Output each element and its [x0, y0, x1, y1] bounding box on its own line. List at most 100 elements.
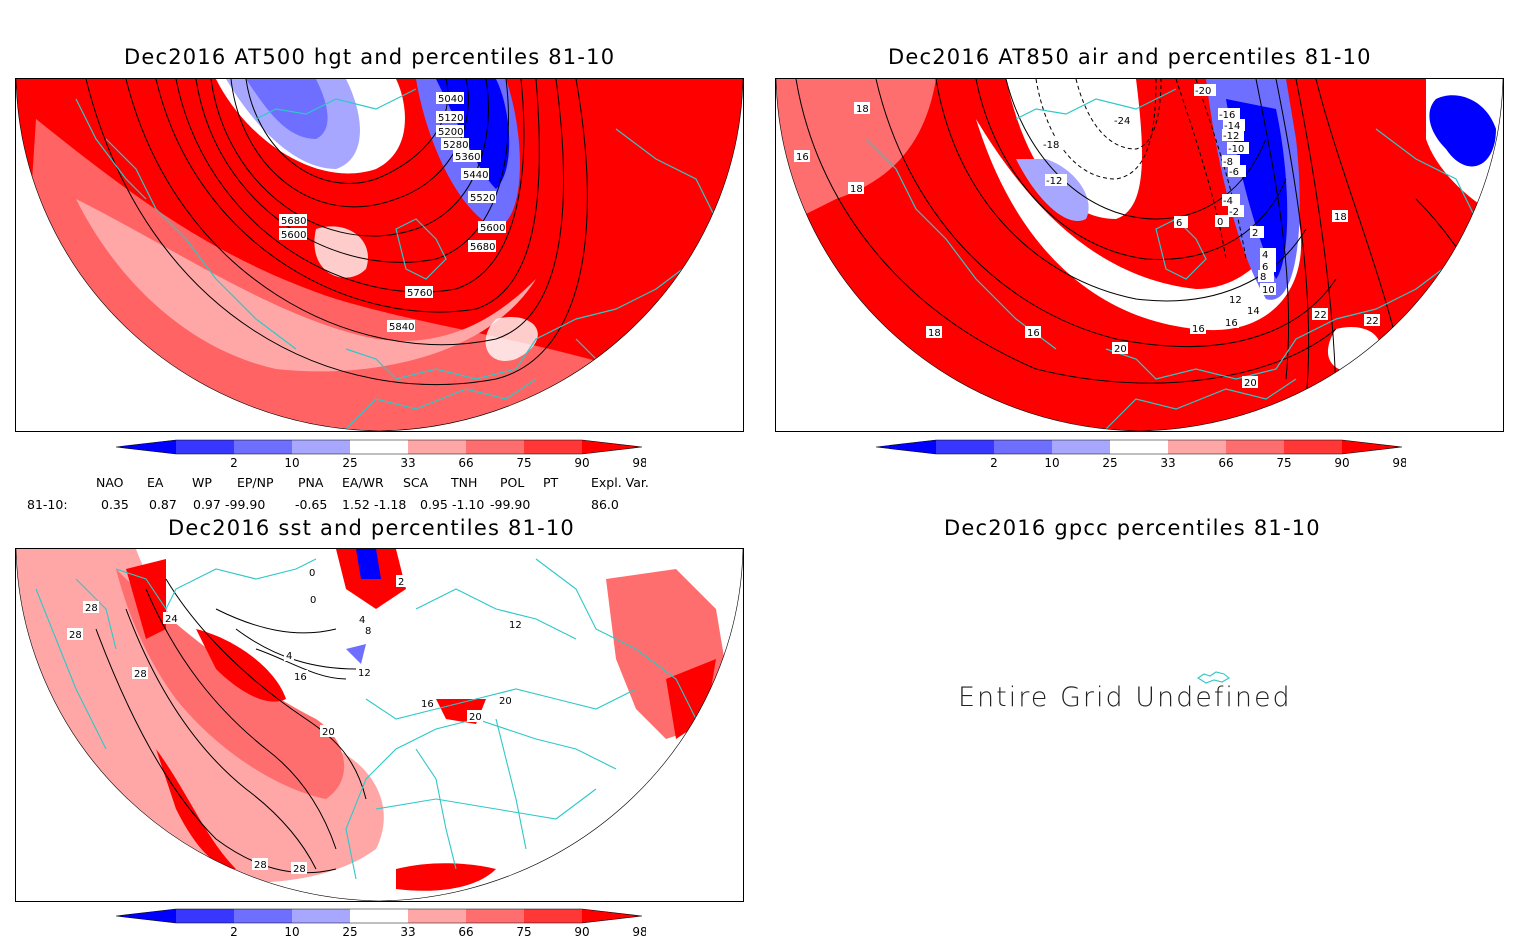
- air-label-32: -2: [1229, 207, 1239, 218]
- sst-label-7: 20: [322, 727, 335, 738]
- colorbar-tick-label: 90: [574, 925, 589, 939]
- air-label-13: 12: [1229, 295, 1242, 306]
- idx-header-pol: POL: [500, 475, 525, 490]
- air-label-11: 16: [1225, 318, 1238, 329]
- sst-label-11: 4: [359, 615, 365, 626]
- colorbar-tick-label: 90: [574, 456, 589, 470]
- colorbar-segment: [292, 440, 350, 454]
- idx-row-label: 81-10:: [27, 497, 68, 512]
- colorbar-tick-label: 2: [230, 456, 238, 470]
- idx-val-epnp: -99.90: [225, 497, 266, 512]
- air-label-12: 14: [1247, 306, 1260, 317]
- hgt500-map: 5040 5120 5200 5280 5360 5440 5520 5600 …: [15, 78, 744, 432]
- colorbar-tick-label: 98: [1392, 456, 1406, 470]
- colorbar-segment: [1284, 440, 1342, 454]
- colorbar-tick-label: 33: [400, 456, 415, 470]
- air-label-29: 6: [1176, 218, 1182, 229]
- colorbar-tick-label: 10: [1044, 456, 1059, 470]
- idx-val-tnh: 0.95: [420, 497, 448, 512]
- air-label-26: -24: [1114, 116, 1130, 127]
- air-label-16: 6: [1262, 262, 1268, 273]
- idx-header-nao: NAO: [96, 475, 124, 490]
- idx-val-nao: 0.35: [101, 497, 129, 512]
- hgt-label-9: 5680: [281, 216, 306, 227]
- hgt-label-2: 5200: [438, 127, 463, 138]
- colorbar-segment: [176, 909, 234, 923]
- air-label-31: 0: [1217, 217, 1223, 228]
- air-label-3: 18: [928, 328, 941, 339]
- hgt-label-10: 5600: [281, 230, 306, 241]
- colorbar-segment: [936, 440, 994, 454]
- colorbar-segment: [1226, 440, 1284, 454]
- hgt-label-8: 5680: [470, 242, 495, 253]
- idx-header-pna: PNA: [298, 475, 324, 490]
- idx-val-wp: 0.97: [193, 497, 221, 512]
- air-label-25: -20: [1195, 86, 1211, 97]
- colorbar-top-right: 2 10 25 33 66 75 90 98: [876, 439, 1406, 470]
- air-label-18: -4: [1223, 196, 1233, 207]
- colorbar-tick-label: 66: [458, 925, 473, 939]
- sst-label-2: 28: [69, 630, 82, 641]
- sst-title: Dec2016 sst and percentiles 81-10: [168, 516, 575, 540]
- colorbar-tick-label: 25: [342, 925, 357, 939]
- air850-title: Dec2016 AT850 air and percentiles 81-10: [888, 45, 1372, 69]
- air-label-28: -12: [1046, 176, 1062, 187]
- colorbar-bottom-left: 2 10 25 33 66 75 90 98: [116, 908, 646, 939]
- colorbar-segment: [408, 909, 466, 923]
- hgt-label-0: 5040: [438, 94, 463, 105]
- gpcc-map-fragment: [1196, 671, 1230, 684]
- hgt-label-7: 5600: [480, 223, 505, 234]
- air-label-17: 4: [1262, 250, 1268, 261]
- air-label-1: 16: [796, 152, 809, 163]
- hgt-label-5: 5440: [463, 170, 488, 181]
- colorbar-tick-label: 33: [1160, 456, 1175, 470]
- colorbar-tick-label: 2: [990, 456, 998, 470]
- air-label-14: 10: [1262, 285, 1275, 296]
- colorbar-segment: [994, 440, 1052, 454]
- hgt-label-4: 5360: [455, 152, 480, 163]
- colorbar-segment: [1052, 440, 1110, 454]
- colorbar-tick-label: 90: [1334, 456, 1349, 470]
- sst-label-17: 20: [469, 712, 482, 723]
- colorbar-segment: [582, 440, 642, 454]
- colorbar-segment: [466, 909, 524, 923]
- air-label-5: 16: [1192, 324, 1205, 335]
- idx-header-eawr: EA/WR: [342, 475, 384, 490]
- colorbar-segment: [524, 440, 582, 454]
- colorbar-segment: [176, 440, 234, 454]
- idx-val-eawr: 1.52: [342, 497, 370, 512]
- hgt-label-11: 5760: [407, 288, 432, 299]
- air850-map: 18 16 18 18 16 16 18 20 22 22 20 16 14 1…: [775, 78, 1504, 432]
- colorbar-segment: [234, 440, 292, 454]
- colorbar-tick-label: 66: [1218, 456, 1233, 470]
- colorbar-tick-label: 33: [400, 925, 415, 939]
- idx-header-ea: EA: [147, 475, 164, 490]
- air-label-15: 8: [1260, 272, 1266, 283]
- sst-label-13: 0: [310, 595, 316, 606]
- colorbar-segment: [292, 909, 350, 923]
- colorbar-tick-label: 66: [458, 456, 473, 470]
- air-label-27: -18: [1043, 140, 1059, 151]
- sst-label-10: 8: [365, 626, 371, 637]
- idx-header-pt: PT: [543, 475, 559, 490]
- sst-label-4: 4: [286, 651, 292, 662]
- air-label-6: 18: [1334, 212, 1347, 223]
- idx-val-pol: -1.10: [452, 497, 485, 512]
- hgt-label-3: 5280: [443, 140, 468, 151]
- air-label-20: -8: [1223, 157, 1233, 168]
- colorbar-segment: [1168, 440, 1226, 454]
- idx-val-explvar: 86.0: [591, 497, 619, 512]
- sst-map: 28 24 28 28 4 16 12 20 28 28 8 4 0 0 2 1…: [15, 548, 744, 902]
- hgt-label-1: 5120: [438, 113, 463, 124]
- sst-label-15: 12: [509, 620, 522, 631]
- air-label-2: 18: [850, 184, 863, 195]
- idx-header-wp: WP: [192, 475, 212, 490]
- colorbar-segment: [116, 909, 176, 923]
- air-label-24: -16: [1219, 110, 1235, 121]
- gpcc-undefined-message: Entire Grid Undefined: [958, 682, 1292, 713]
- colorbar-tick-label: 25: [1102, 456, 1117, 470]
- colorbar-tick-label: 2: [230, 925, 238, 939]
- idx-val-pna: -0.65: [295, 497, 328, 512]
- colorbar-segment: [350, 909, 408, 923]
- colorbar-segment: [350, 440, 408, 454]
